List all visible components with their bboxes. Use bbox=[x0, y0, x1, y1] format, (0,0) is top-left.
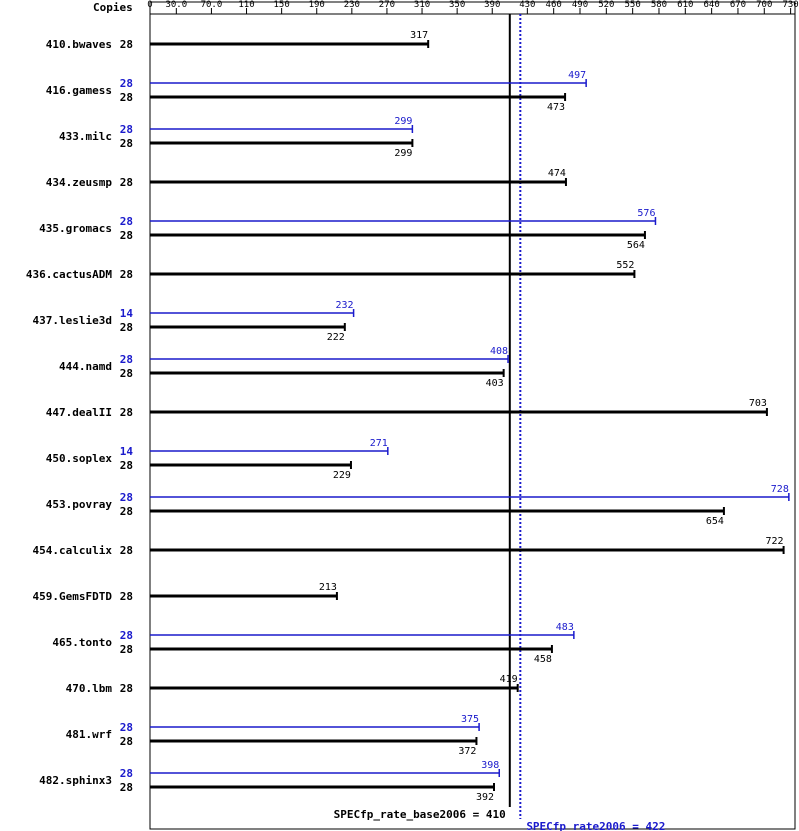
value-base: 564 bbox=[627, 240, 645, 251]
copies-base: 28 bbox=[120, 643, 133, 656]
benchmark-label: 450.soplex bbox=[46, 452, 113, 465]
benchmark-label: 436.cactusADM bbox=[26, 268, 112, 281]
x-tick-label: 460 bbox=[546, 0, 562, 10]
copies-base: 28 bbox=[120, 91, 133, 104]
value-peak: 408 bbox=[490, 346, 508, 357]
copies-base: 28 bbox=[120, 268, 133, 281]
x-tick-label: 0 bbox=[147, 0, 152, 10]
value-peak: 398 bbox=[481, 760, 499, 771]
copies-base: 28 bbox=[120, 406, 133, 419]
value-base: 474 bbox=[548, 168, 566, 179]
value-base: 229 bbox=[333, 470, 351, 481]
benchmark-label: 465.tonto bbox=[52, 636, 112, 649]
value-base: 392 bbox=[476, 792, 494, 803]
x-tick-label: 70.0 bbox=[201, 0, 223, 10]
value-base: 213 bbox=[319, 582, 337, 593]
x-tick-label: 150 bbox=[273, 0, 289, 10]
value-peak: 497 bbox=[568, 70, 586, 81]
copies-base: 28 bbox=[120, 229, 133, 242]
x-tick-label: 610 bbox=[677, 0, 693, 10]
value-base: 552 bbox=[616, 260, 634, 271]
value-base: 403 bbox=[486, 378, 504, 389]
copies-base: 28 bbox=[120, 505, 133, 518]
copies-peak: 28 bbox=[120, 123, 133, 136]
x-tick-label: 270 bbox=[379, 0, 395, 10]
x-tick-label: 110 bbox=[238, 0, 254, 10]
x-tick-label: 700 bbox=[756, 0, 772, 10]
value-base: 419 bbox=[500, 674, 518, 685]
copies-peak: 28 bbox=[120, 629, 133, 642]
benchmark-label: 470.lbm bbox=[66, 682, 113, 695]
x-tick-label: 490 bbox=[572, 0, 588, 10]
x-tick-label: 580 bbox=[651, 0, 667, 10]
copies-peak: 14 bbox=[120, 445, 134, 458]
copies-peak: 14 bbox=[120, 307, 134, 320]
benchmark-label: 482.sphinx3 bbox=[39, 774, 112, 787]
x-tick-label: 520 bbox=[598, 0, 614, 10]
copies-base: 28 bbox=[120, 544, 133, 557]
benchmark-label: 444.namd bbox=[59, 360, 112, 373]
benchmark-label: 410.bwaves bbox=[46, 38, 112, 51]
benchmark-label: 453.povray bbox=[46, 498, 113, 511]
x-tick-label: 390 bbox=[484, 0, 500, 10]
copies-base: 28 bbox=[120, 459, 133, 472]
value-peak: 271 bbox=[370, 438, 388, 449]
copies-peak: 28 bbox=[120, 721, 133, 734]
x-tick-label: 350 bbox=[449, 0, 465, 10]
benchmark-label: 434.zeusmp bbox=[46, 176, 113, 189]
x-tick-label: 550 bbox=[625, 0, 641, 10]
copies-peak: 28 bbox=[120, 215, 133, 228]
value-base: 722 bbox=[766, 536, 784, 547]
x-tick-label: 730 bbox=[782, 0, 798, 10]
chart-svg: 0 30.0 70.0 110 150 190 230 270 310 350 390 430 460 4… bbox=[0, 0, 799, 831]
value-base: 654 bbox=[706, 516, 724, 527]
x-tick-label: 230 bbox=[344, 0, 360, 10]
value-base: 703 bbox=[749, 398, 767, 409]
benchmark-label: 454.calculix bbox=[33, 544, 113, 557]
benchmark-label: 437.leslie3d bbox=[33, 314, 112, 327]
x-tick-label: 640 bbox=[703, 0, 719, 10]
copies-base: 28 bbox=[120, 367, 133, 380]
copies-peak: 28 bbox=[120, 491, 133, 504]
copies-base: 28 bbox=[120, 38, 133, 51]
copies-peak: 28 bbox=[120, 353, 133, 366]
copies-peak: 28 bbox=[120, 767, 133, 780]
copies-base: 28 bbox=[120, 735, 133, 748]
ref-label-peak: SPECfp_rate2006 = 422 bbox=[526, 820, 665, 831]
x-tick-label: 670 bbox=[730, 0, 746, 10]
x-tick-label: 430 bbox=[519, 0, 535, 10]
copies-base: 28 bbox=[120, 137, 133, 150]
copies-base: 28 bbox=[120, 590, 133, 603]
value-peak: 576 bbox=[637, 208, 655, 219]
copies-base: 28 bbox=[120, 781, 133, 794]
benchmark-label: 435.gromacs bbox=[39, 222, 112, 235]
value-base: 299 bbox=[394, 148, 412, 159]
x-tick-label: 30.0 bbox=[165, 0, 187, 10]
copies-base: 28 bbox=[120, 321, 133, 334]
value-base: 222 bbox=[327, 332, 345, 343]
value-peak: 728 bbox=[771, 484, 789, 495]
benchmark-label: 433.milc bbox=[59, 130, 112, 143]
value-base: 458 bbox=[534, 654, 552, 665]
copies-peak: 28 bbox=[120, 77, 133, 90]
benchmark-label: 481.wrf bbox=[66, 728, 112, 741]
benchmark-label: 416.gamess bbox=[46, 84, 112, 97]
value-peak: 299 bbox=[394, 116, 412, 127]
copies-base: 28 bbox=[120, 682, 133, 695]
value-peak: 375 bbox=[461, 714, 479, 725]
value-base: 317 bbox=[410, 30, 428, 41]
copies-base: 28 bbox=[120, 176, 133, 189]
value-base: 473 bbox=[547, 102, 565, 113]
benchmark-label: 459.GemsFDTD bbox=[33, 590, 113, 603]
ref-label-base: SPECfp_rate_base2006 = 410 bbox=[334, 808, 506, 821]
copies-header: Copies bbox=[93, 1, 133, 14]
value-base: 372 bbox=[458, 746, 476, 757]
x-tick-label: 190 bbox=[309, 0, 325, 10]
benchmark-label: 447.dealII bbox=[46, 406, 112, 419]
spec-rate-chart: 0 30.0 70.0 110 150 190 230 270 310 350 390 430 460 4… bbox=[0, 0, 799, 831]
value-peak: 483 bbox=[556, 622, 574, 633]
x-tick-label: 310 bbox=[414, 0, 430, 10]
value-peak: 232 bbox=[336, 300, 354, 311]
